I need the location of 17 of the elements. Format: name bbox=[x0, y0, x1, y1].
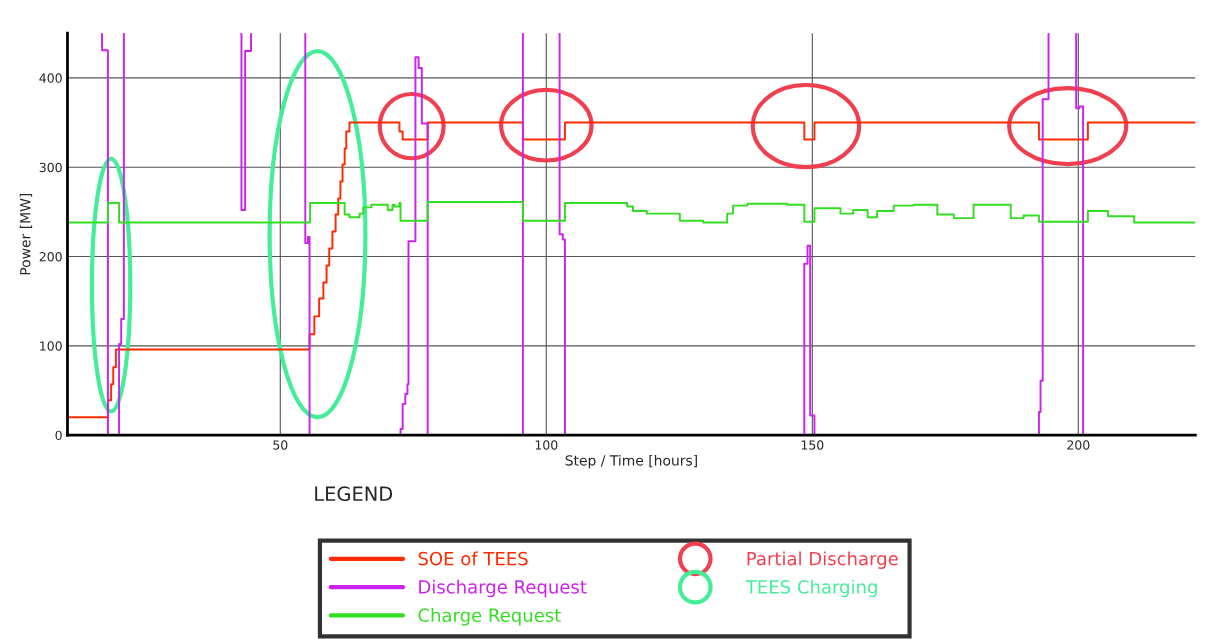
text: TEES Charging bbox=[745, 579, 877, 598]
y-tick-label: 300 bbox=[39, 162, 62, 173]
y-axis-title: Power [MW] bbox=[19, 193, 33, 275]
x-tick-label: 200 bbox=[1067, 440, 1090, 450]
legend-label: SOE of TEES bbox=[418, 551, 528, 566]
x-tick-label: 100 bbox=[535, 440, 558, 450]
text: Partial Discharge bbox=[747, 551, 898, 569]
x-tick-label: 150 bbox=[801, 440, 824, 450]
x-tick-label: 50 bbox=[273, 440, 288, 450]
legend-label: Discharge Request bbox=[419, 579, 587, 598]
y-tick-label: 400 bbox=[39, 73, 62, 83]
y-tick-label: 100 bbox=[40, 341, 62, 351]
x-axis-title: Step / Time [hours] bbox=[565, 454, 697, 469]
y-tick-label: 200 bbox=[39, 251, 62, 262]
legend-label: Charge Request bbox=[418, 608, 561, 626]
legend-title: LEGEND bbox=[315, 486, 393, 502]
y-tick-label: 0 bbox=[55, 430, 62, 441]
